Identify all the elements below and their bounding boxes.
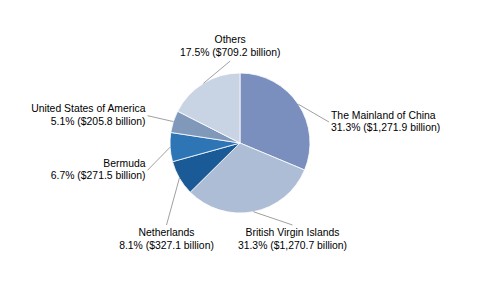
slice-label: British Virgin Islands: [246, 227, 340, 238]
slice-label: Netherlands: [138, 227, 194, 238]
value-label: 17.5% ($709.2 billion): [180, 47, 281, 58]
slice-label: The Mainland of China: [331, 110, 436, 121]
leader-line: [203, 61, 230, 83]
value-label: 8.1% ($327.1 billion): [119, 240, 214, 251]
value-label: 31.3% ($1,270.7 billion): [238, 240, 347, 251]
pie-slice: [178, 73, 240, 143]
value-label: 6.7% ($271.5 billion): [51, 170, 146, 181]
slice-labels: The Mainland of China31.3% ($1,271.9 bil…: [31, 34, 440, 251]
chart: The Mainland of China31.3% ($1,271.9 bil…: [0, 0, 500, 286]
leader-line: [253, 212, 292, 225]
leader-line: [298, 104, 329, 122]
value-label: 31.3% ($1,271.9 billion): [331, 122, 440, 133]
leader-line: [148, 147, 171, 170]
slice-label: Bermuda: [103, 158, 145, 169]
leader-lines: [148, 61, 330, 225]
value-label: 5.1% ($205.8 billion): [51, 116, 146, 127]
leader-line: [167, 178, 180, 225]
leader-line: [148, 116, 174, 122]
pie: The Mainland of China31.3% ($1,271.9 bil…: [31, 34, 440, 251]
slice-label: Others: [215, 34, 246, 45]
slice-label: United States of America: [31, 103, 146, 114]
